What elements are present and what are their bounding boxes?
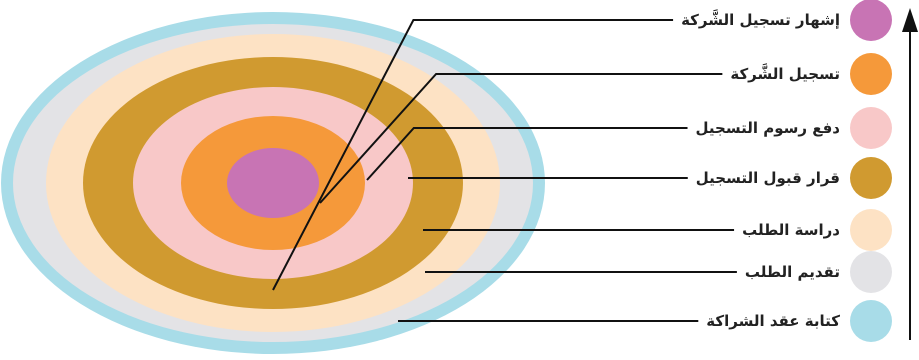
legend-group: إشهار تسجيل الشَّركة تسجيل الشَّركة دفع رس…: [681, 0, 892, 342]
leader-line-1: [272, 19, 674, 291]
stage-label-3: دفع رسوم التسجيل: [696, 119, 841, 137]
stage-label-6: تقديم الطلب: [745, 263, 840, 281]
vertical-arrow-head: [902, 8, 918, 32]
rings-group: [1, 12, 545, 354]
stage-marker-7: [850, 300, 892, 342]
stage-marker-5: [850, 209, 892, 251]
stage-marker-4: [850, 157, 892, 199]
leader-line-3: [366, 127, 688, 181]
stage-label-7: كتابة عقد الشراكة: [706, 312, 840, 330]
stage-marker-2: [850, 53, 892, 95]
stage-marker-6: [850, 251, 892, 293]
ring-1: [227, 148, 319, 218]
vertical-arrow: [902, 8, 918, 340]
stage-label-4: قرار قبول التسجيل: [696, 169, 840, 187]
stage-label-1: إشهار تسجيل الشَّركة: [681, 8, 840, 29]
stage-marker-1: [850, 0, 892, 41]
leader-lines-group: [272, 19, 737, 322]
stage-label-2: تسجيل الشَّركة: [730, 62, 840, 83]
leader-line-2: [319, 73, 723, 204]
stage-marker-3: [850, 107, 892, 149]
stage-label-5: دراسة الطلب: [742, 221, 840, 239]
